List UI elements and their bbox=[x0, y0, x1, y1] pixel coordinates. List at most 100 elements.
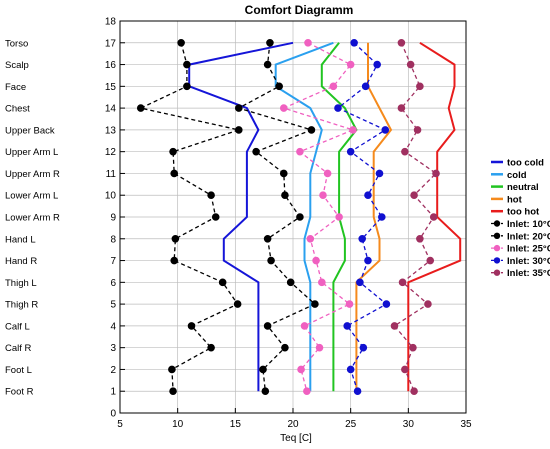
y-tick-label: 15 bbox=[105, 82, 117, 93]
inlet-point bbox=[359, 343, 368, 352]
y-tick-label: 18 bbox=[105, 17, 117, 28]
y-tick-label: 16 bbox=[105, 60, 117, 71]
inlet-point bbox=[312, 256, 320, 265]
inlet-point bbox=[413, 126, 422, 134]
legend-label: Inlet: 25°C bbox=[507, 244, 550, 255]
inlet-point bbox=[318, 278, 326, 287]
inlet-point bbox=[171, 234, 180, 243]
chart-title: Comfort Diagramm bbox=[245, 3, 354, 17]
inlet-point bbox=[390, 322, 399, 330]
body-part-label: Thigh R bbox=[5, 300, 38, 311]
inlet-point bbox=[323, 169, 332, 178]
inlet-point bbox=[353, 387, 362, 396]
inlet-point bbox=[358, 234, 367, 243]
x-tick-label: 25 bbox=[345, 419, 357, 430]
inlet-point bbox=[409, 343, 417, 352]
y-tick-label: 8 bbox=[110, 234, 116, 245]
inlet-point bbox=[364, 191, 372, 200]
body-part-label: Lower Arm R bbox=[5, 213, 60, 224]
inlet-point bbox=[281, 191, 289, 200]
inlet-point bbox=[375, 169, 384, 178]
inlet-point bbox=[432, 169, 440, 178]
inlet-point bbox=[410, 191, 418, 200]
y-tick-label: 14 bbox=[105, 104, 117, 115]
inlet-point bbox=[261, 387, 270, 396]
inlet-point bbox=[397, 38, 406, 47]
inlet-line-3 bbox=[336, 42, 388, 392]
inlet-point bbox=[296, 213, 304, 221]
inlet-point bbox=[266, 38, 274, 47]
inlet-point bbox=[300, 322, 309, 330]
inlet-point bbox=[416, 82, 424, 91]
inlet-point bbox=[329, 82, 338, 91]
inlet-point bbox=[263, 322, 272, 330]
x-axis-ticks: 5 10 15 20 25 30 35 bbox=[117, 408, 472, 430]
series-layer bbox=[136, 38, 462, 396]
inlet-point bbox=[183, 82, 191, 91]
legend-marker bbox=[493, 244, 501, 252]
inlet-point bbox=[279, 104, 288, 112]
inlet-point bbox=[306, 234, 315, 243]
inlet-point bbox=[281, 343, 289, 352]
inlet-point bbox=[424, 300, 432, 308]
inlet-point bbox=[319, 191, 327, 200]
body-part-label: Lower Arm L bbox=[5, 191, 58, 202]
inlet-point bbox=[311, 300, 319, 308]
inlet-point bbox=[263, 60, 272, 69]
inlet-point bbox=[346, 147, 355, 156]
inlet-point bbox=[345, 300, 354, 308]
x-tick-label: 5 bbox=[117, 419, 123, 430]
x-tick-label: 10 bbox=[172, 419, 184, 430]
inlet-point bbox=[170, 169, 179, 178]
inlet-point bbox=[183, 60, 191, 69]
inlet-point bbox=[207, 343, 215, 352]
y-tick-label: 9 bbox=[110, 213, 116, 224]
x-tick-label: 35 bbox=[460, 419, 472, 430]
body-part-label: Face bbox=[5, 82, 26, 93]
legend-label: neutral bbox=[507, 182, 539, 193]
inlet-point bbox=[346, 365, 355, 374]
x-tick-label: 20 bbox=[287, 419, 299, 430]
inlet-point bbox=[233, 300, 242, 308]
inlet-point bbox=[401, 365, 409, 374]
x-tick-label: 15 bbox=[230, 419, 242, 430]
legend-label: Inlet: 30°C bbox=[507, 256, 550, 267]
inlet-point bbox=[279, 169, 288, 178]
inlet-point bbox=[259, 365, 267, 374]
x-tick-label: 30 bbox=[403, 419, 415, 430]
body-part-label: Hand L bbox=[5, 234, 36, 245]
inlet-point bbox=[410, 387, 418, 396]
legend-label: too hot bbox=[507, 207, 540, 218]
inlet-point bbox=[307, 126, 316, 134]
y-tick-label: 13 bbox=[105, 125, 117, 136]
body-part-label: Upper Arm R bbox=[5, 169, 60, 180]
y-tick-label: 11 bbox=[106, 169, 117, 180]
body-part-label: Scalp bbox=[5, 60, 29, 71]
legend-label: too cold bbox=[507, 158, 544, 169]
legend-label: hot bbox=[507, 194, 523, 205]
inlet-point bbox=[297, 365, 305, 374]
y-tick-label: 2 bbox=[110, 365, 116, 376]
inlet-point bbox=[170, 256, 179, 265]
legend-label: Inlet: 35°C bbox=[507, 268, 550, 279]
inlet-point bbox=[382, 300, 391, 308]
inlet-point bbox=[398, 278, 407, 287]
inlet-point bbox=[169, 147, 177, 156]
legend-label: Inlet: 10°C bbox=[507, 219, 550, 230]
inlet-point bbox=[168, 365, 176, 374]
inlet-point bbox=[349, 126, 357, 134]
inlet-point bbox=[177, 38, 185, 47]
body-part-label: Foot L bbox=[5, 365, 32, 376]
y-tick-label: 7 bbox=[110, 256, 116, 267]
inlet-point bbox=[234, 126, 243, 134]
y-tick-label: 5 bbox=[110, 300, 116, 311]
inlet-point bbox=[304, 38, 312, 47]
y-tick-label: 6 bbox=[110, 278, 116, 289]
inlet-point bbox=[169, 387, 177, 396]
x-axis-title: Teq [C] bbox=[280, 433, 312, 444]
inlet-point bbox=[343, 322, 352, 330]
inlet-point bbox=[378, 213, 386, 221]
y-tick-label: 10 bbox=[105, 191, 117, 202]
